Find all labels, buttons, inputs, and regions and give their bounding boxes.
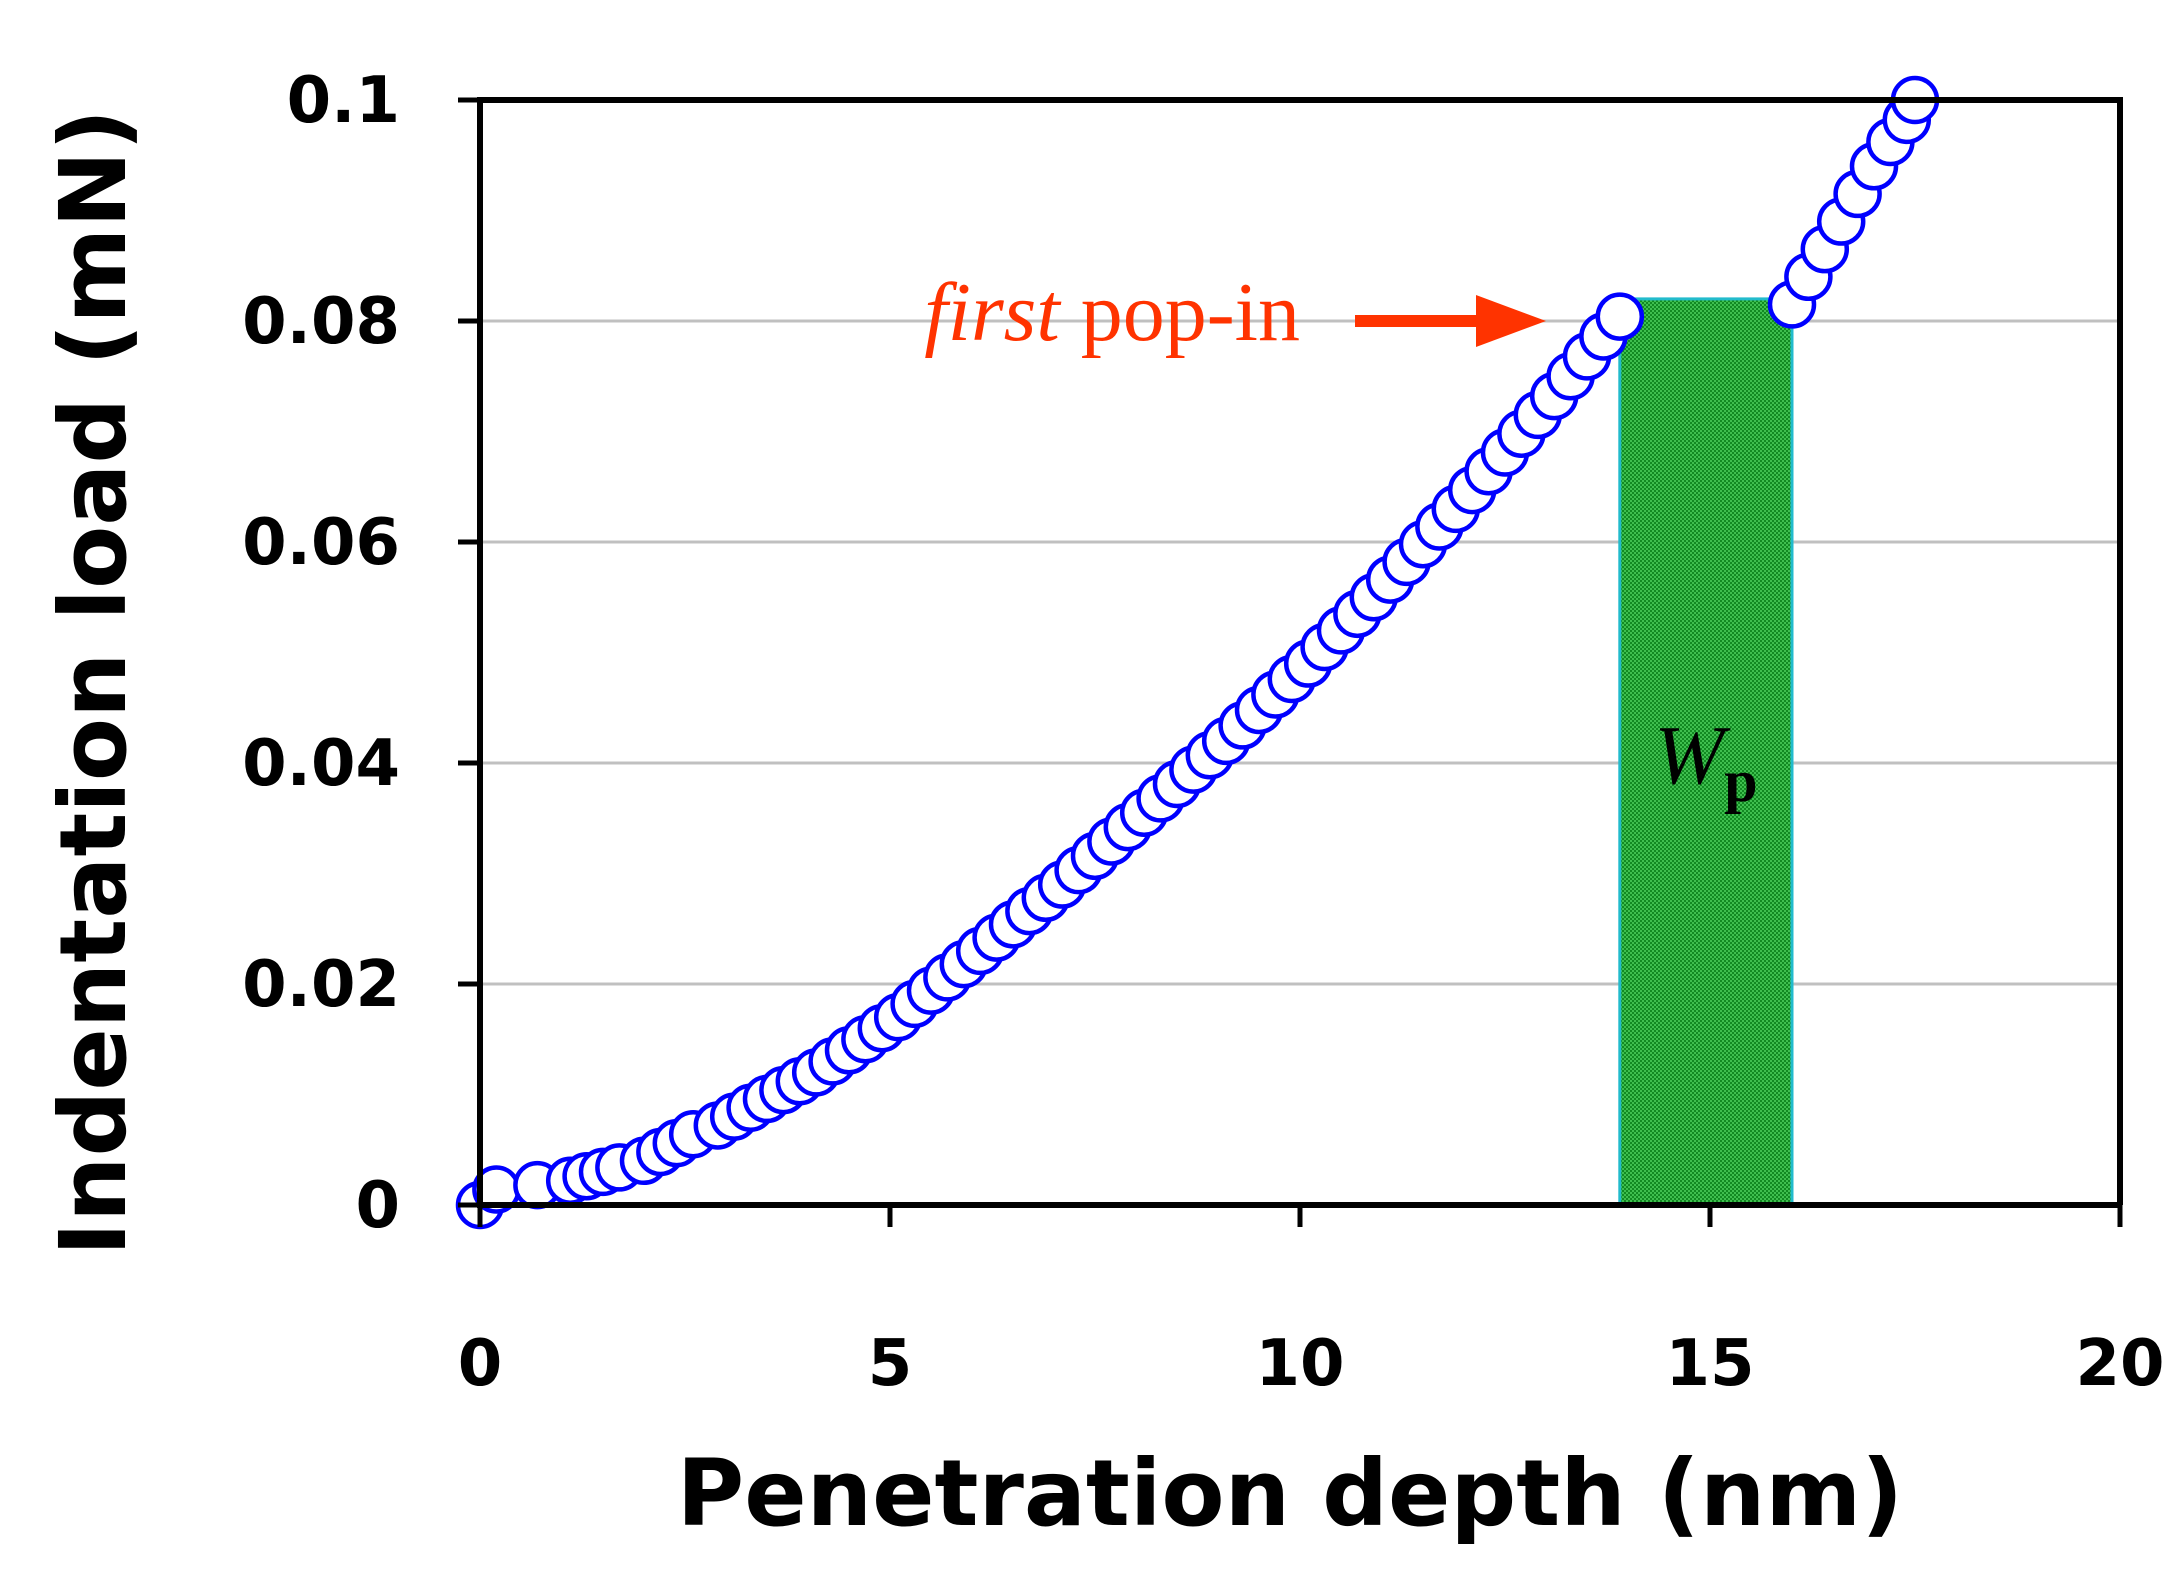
annotation-arrow-head	[1476, 295, 1546, 347]
data-points	[455, 75, 1940, 1230]
x-tick-label: 5	[868, 1327, 913, 1401]
y-axis-title: Indentation load (mN)	[40, 109, 147, 1256]
annotation-regular: pop-in	[1060, 266, 1300, 359]
axes	[458, 97, 2123, 1227]
y-tick-label: 0.06	[242, 506, 400, 580]
wp-shaded-region	[1618, 297, 1794, 1207]
annotation-italic: first	[924, 266, 1062, 359]
wp-label: Wp	[1654, 709, 1757, 814]
x-tick-labels: 0 5 10 15 20	[458, 1327, 2165, 1401]
y-tick-label: 0.04	[242, 727, 400, 801]
x-tick-label: 20	[2075, 1327, 2164, 1401]
wp-label-sub: p	[1724, 748, 1757, 814]
data-point	[1595, 292, 1645, 341]
y-tick-labels: 0 0.02 0.04 0.06 0.08 0.1	[242, 64, 400, 1243]
y-tick-label: 0.02	[242, 948, 400, 1022]
first-pop-in-annotation: first pop-in	[924, 266, 1546, 359]
x-tick-label: 0	[458, 1327, 503, 1401]
svg-text:first pop-in: first pop-in	[924, 266, 1300, 359]
x-axis-title: Penetration depth (nm)	[677, 1440, 1903, 1547]
x-tick-label: 15	[1665, 1327, 1754, 1401]
y-tick-label: 0.08	[242, 285, 400, 359]
gridlines	[480, 98, 2120, 986]
x-tick-label: 10	[1255, 1327, 1344, 1401]
y-tick-label: 0	[355, 1169, 400, 1243]
y-tick-label: 0.1	[287, 64, 400, 138]
wp-label-main: W	[1654, 709, 1731, 802]
